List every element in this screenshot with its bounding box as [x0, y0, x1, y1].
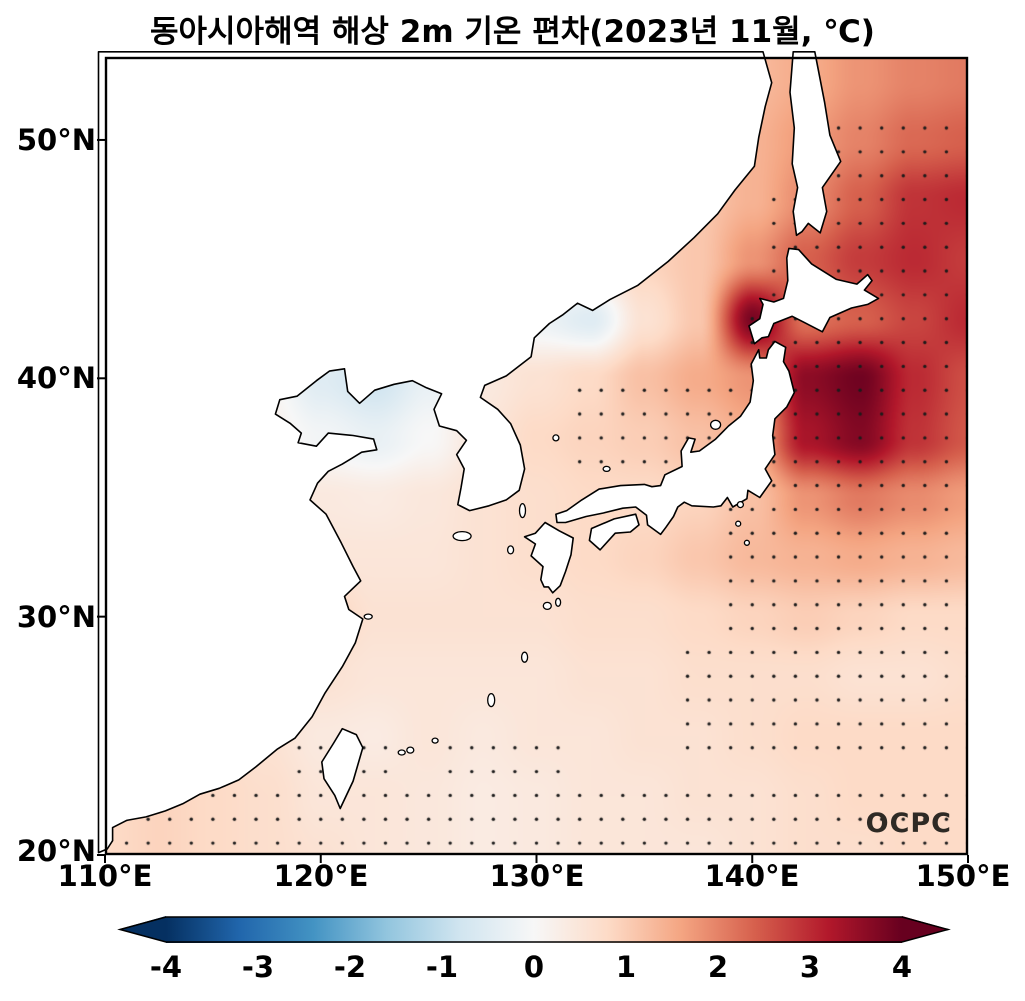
lon-tick-130e: 130°E [489, 859, 585, 893]
land-islet [602, 465, 611, 473]
colorbar-tick: 3 [799, 950, 821, 984]
land-islet [542, 601, 552, 611]
colorbar-gradient [166, 916, 902, 943]
land-islet [506, 545, 515, 555]
lon-tick-150e: 150°E [915, 859, 1011, 893]
land-islet [554, 597, 562, 607]
colorbar-labels: -4 -3 -2 -1 0 1 2 3 4 [120, 950, 948, 992]
land-islet [397, 749, 406, 756]
lon-tick-120e: 120°E [273, 859, 369, 893]
lat-tick-20n: 20°N [16, 834, 96, 868]
land-mainland [97, 51, 773, 854]
colorbar [117, 916, 951, 943]
colorbar-tick: 0 [523, 950, 545, 984]
land-sakhalin [789, 51, 842, 237]
lon-tick-140e: 140°E [704, 859, 800, 893]
colorbar-tick: 2 [707, 950, 729, 984]
colorbar-tick: 1 [615, 950, 637, 984]
land-honshu [555, 340, 796, 536]
colorbar-right-arrow [902, 916, 948, 942]
colorbar-left-arrow [120, 916, 166, 942]
colorbar-outline [117, 916, 951, 943]
land-islet [452, 530, 472, 542]
land-taiwan [321, 727, 364, 810]
land-islet [431, 737, 439, 744]
land-islet [709, 419, 722, 430]
land-islet [518, 502, 527, 519]
land-islet [520, 651, 529, 663]
land-islet [406, 746, 415, 754]
colorbar-tick: 4 [891, 950, 913, 984]
land-islet [736, 500, 745, 509]
land-hokkaido [748, 247, 880, 345]
lat-tick-30n: 30°N [16, 600, 96, 634]
lat-tick-40n: 40°N [16, 361, 96, 395]
land-islet [743, 539, 751, 546]
colorbar-tick: -1 [425, 950, 459, 984]
land-shikoku [588, 513, 640, 551]
coastline-overlay [97, 51, 969, 863]
land-kyushu [523, 521, 574, 594]
land-islet [552, 434, 560, 442]
chart-title: 동아시아해역 해상 2m 기온 편차(2023년 11월, ℃) [150, 14, 875, 50]
colorbar-tick: -3 [241, 950, 275, 984]
land-islet [363, 613, 373, 620]
map-plot: OCPC [97, 51, 969, 863]
colorbar-tick: -4 [149, 950, 183, 984]
land-islet [735, 520, 742, 527]
land-islet [487, 692, 496, 708]
lon-tick-110e: 110°E [57, 859, 153, 893]
colorbar-tick: -2 [333, 950, 367, 984]
ocpc-logo: OCPC [865, 808, 952, 839]
lat-tick-50n: 50°N [16, 123, 96, 157]
